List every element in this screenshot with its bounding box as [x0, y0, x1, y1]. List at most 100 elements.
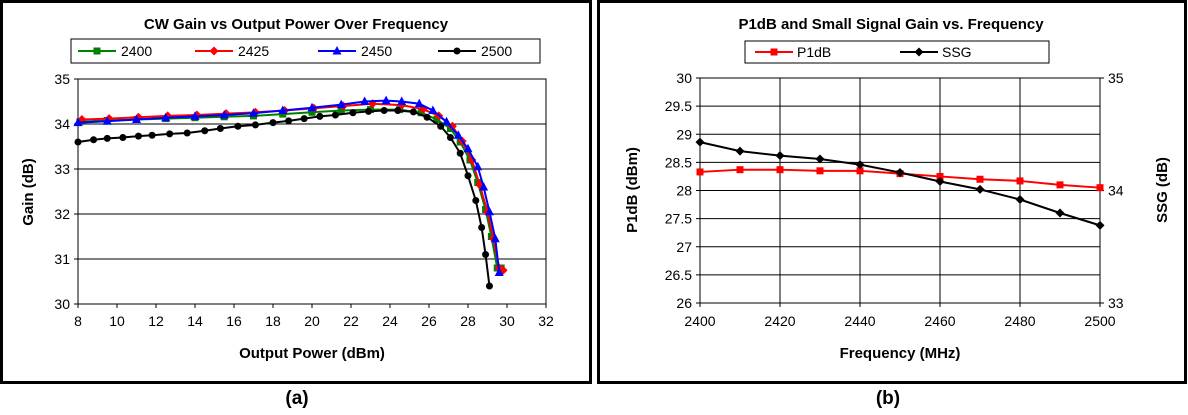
chart-b-y2-tick-label: 33 [1108, 295, 1124, 311]
chart-b-point-SSG [775, 151, 785, 161]
chart-b-point-SSG [695, 137, 705, 147]
chart-a-legend-label: 2425 [238, 43, 269, 59]
chart-b-point-P1dB [976, 175, 984, 183]
chart-a-x-tick-label: 16 [226, 313, 242, 329]
chart-b-x-tick-label: 2480 [1004, 313, 1035, 329]
chart-a-y-tick-label: 32 [54, 206, 70, 222]
chart-a-point-2500 [331, 111, 339, 119]
chart-b-y-tick-label: 26 [676, 295, 692, 311]
chart-b-point-P1dB [776, 166, 784, 174]
chart-b-point-SSG [935, 177, 945, 186]
chart-a-series [73, 95, 508, 290]
chart-a-legend-marker-2500 [453, 47, 461, 55]
chart-a-point-2500 [349, 109, 357, 117]
chart-b-point-P1dB [856, 167, 864, 175]
chart-a-point-2500 [183, 129, 191, 137]
chart-b-legend-label: SSG [942, 44, 972, 60]
chart-a-point-2400 [433, 116, 441, 123]
chart-a-point-2425 [467, 155, 477, 165]
chart-a-point-2500 [423, 113, 431, 121]
chart-b-point-SSG [895, 168, 905, 177]
chart-b-legend-label: P1dB [797, 44, 831, 60]
chart-a-point-2400 [337, 107, 345, 114]
chart-a-point-2500 [119, 134, 127, 141]
chart-b-y-tick-label: 28.5 [665, 154, 692, 170]
chart-a-x-tick-label: 30 [499, 313, 515, 329]
chart-a-point-2450 [494, 267, 504, 276]
chart-a-point-2500 [103, 134, 111, 142]
chart-b-y-tick-label: 29 [676, 126, 692, 142]
chart-a-point-2500 [134, 132, 142, 140]
chart-a-point-2450 [473, 161, 483, 171]
chart-a-point-2450 [102, 116, 112, 125]
chart-a-point-2500 [216, 125, 224, 132]
chart-a-point-2500 [478, 224, 486, 231]
chart-b-x-tick-label: 2440 [844, 313, 875, 329]
chart-b-point-SSG [975, 184, 985, 194]
chart-a-x-tick-label: 14 [187, 313, 203, 329]
chart-a-x-tick-label: 20 [304, 313, 320, 329]
chart-a-point-2450 [428, 105, 438, 114]
chart-a-legend-label: 2400 [121, 43, 152, 59]
chart-a-point-2450 [453, 130, 463, 139]
chart-a-point-2500 [300, 115, 308, 123]
chart-a-point-2450 [190, 111, 200, 120]
chart-b-y-tick-label: 29.5 [665, 98, 692, 114]
chart-a-point-2450 [73, 117, 83, 127]
chart-a-x-tick-label: 28 [460, 313, 476, 329]
chart-a-point-2400 [308, 108, 316, 116]
chart-a-point-2450 [161, 112, 171, 122]
chart-b-point-SSG [1055, 208, 1065, 218]
chart-a-legend-marker-2450 [332, 46, 342, 55]
chart-b-point-P1dB [816, 167, 824, 175]
chart-b-y2-ticks: 33 34 35 [1100, 70, 1124, 311]
chart-a-y-tick-label: 33 [54, 161, 70, 177]
chart-a-point-2500 [316, 112, 324, 120]
chart-a-point-2500 [482, 251, 490, 258]
chart-a-x-tick-label: 32 [538, 313, 554, 329]
chart-a-point-2500 [446, 134, 454, 141]
chart-a-point-2500 [485, 282, 493, 290]
chart-a-frame [0, 0, 592, 384]
chart-a-point-2450 [249, 108, 258, 117]
chart-a-x-tick-label: 10 [109, 313, 125, 329]
chart-b-point-SSG [1095, 220, 1105, 230]
chart-a-x-tick-label: 18 [265, 313, 281, 329]
chart-b-y-tick-label: 26.5 [665, 267, 692, 283]
chart-b-point-P1dB [1096, 184, 1104, 192]
chart-a-point-2450 [397, 96, 407, 105]
chart-a-point-2500 [234, 122, 242, 130]
chart-a-point-2450 [442, 116, 452, 126]
chart-a-legend-label: 2450 [361, 43, 392, 59]
chart-b-point-SSG [855, 160, 865, 170]
chart-b-y2-label: SSG (dB) [1154, 157, 1171, 223]
caption-b: (b) [875, 388, 901, 409]
chart-a-x-ticks: 8 10 12 14 16 18 20 22 24 26 28 30 32 [74, 304, 554, 329]
chart-a-x-tick-label: 24 [382, 313, 398, 329]
chart-b: P1dB and Small Signal Gain vs. Frequency… [597, 0, 1187, 384]
chart-a-point-2450 [336, 99, 346, 109]
chart-b-y-tick-label: 30 [676, 70, 692, 86]
chart-b-legend-marker-P1dB [770, 48, 778, 56]
chart-a-point-2450 [360, 96, 370, 105]
chart-b-frame [597, 0, 1187, 384]
chart-a-point-2450 [479, 182, 489, 191]
chart-b-x-tick-label: 2460 [924, 313, 955, 329]
chart-a-legend-marker-2400 [93, 47, 101, 55]
chart-a-point-2500 [166, 130, 174, 138]
chart-a-legend-label: 2500 [481, 43, 512, 59]
chart-b-y-tick-label: 28 [676, 183, 692, 199]
chart-b-point-P1dB [936, 172, 944, 180]
chart-a-point-2400 [417, 109, 425, 117]
chart-a-point-2450 [219, 110, 229, 119]
chart-a-y-tick-label: 31 [54, 251, 70, 267]
chart-b-point-P1dB [736, 166, 744, 174]
chart-a-point-2500 [269, 119, 277, 127]
chart-a-y-tick-label: 30 [54, 296, 70, 312]
chart-a-point-2500 [251, 121, 259, 129]
chart-a-x-tick-label: 22 [343, 313, 359, 329]
chart-a-point-2450 [278, 105, 288, 114]
chart-b-title: P1dB and Small Signal Gain vs. Frequency [738, 16, 1044, 33]
chart-a-y-label: Gain (dB) [20, 158, 37, 226]
chart-a-point-2500 [148, 131, 156, 139]
